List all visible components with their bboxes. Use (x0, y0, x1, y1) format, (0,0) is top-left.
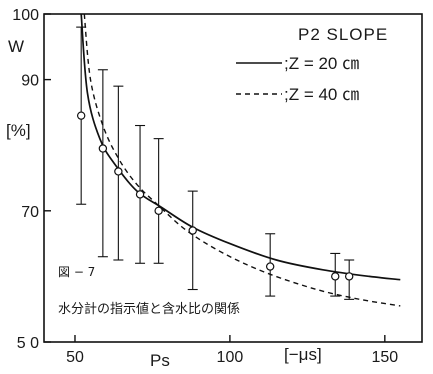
data-point (114, 167, 123, 176)
caption: 水分計の指示値と含水比の関係 (58, 301, 240, 317)
data-point (135, 190, 145, 199)
x-tick-label: 100 (217, 349, 244, 366)
y-tick-label: 90 (21, 73, 39, 90)
series-line-dashed (83, 13, 401, 307)
x-axis-unit: [−μs] (284, 345, 322, 364)
y-tick-label: 70 (21, 204, 39, 221)
data-point (76, 111, 86, 120)
data-point (188, 226, 197, 235)
figure-label: 図 − 7 (58, 265, 95, 279)
data-point (98, 144, 108, 153)
y-axis-unit: [%] (6, 121, 31, 140)
legend: ;Z = 20 ㎝ ;Z = 40 ㎝ (236, 54, 359, 104)
y-tick-label: 100 (12, 7, 39, 24)
legend-label-dashed: ;Z = 40 ㎝ (284, 85, 359, 104)
data-point (265, 262, 275, 271)
data-point (154, 206, 163, 215)
chart-title: P2 SLOPE (298, 25, 388, 44)
x-axis-label: Ps (150, 351, 170, 370)
series-layer (80, 13, 401, 307)
x-tick-label: 150 (371, 349, 398, 366)
y-tick-label: 5 0 (17, 335, 39, 352)
legend-label-solid: ;Z = 20 ㎝ (284, 54, 359, 73)
y-axis-label: W (8, 37, 24, 56)
series-line-solid (80, 13, 401, 281)
data-point (344, 272, 354, 281)
data-point (331, 272, 340, 281)
observations-layer (76, 26, 355, 300)
plot-frame (43, 13, 423, 343)
x-tick-label: 50 (66, 349, 84, 366)
